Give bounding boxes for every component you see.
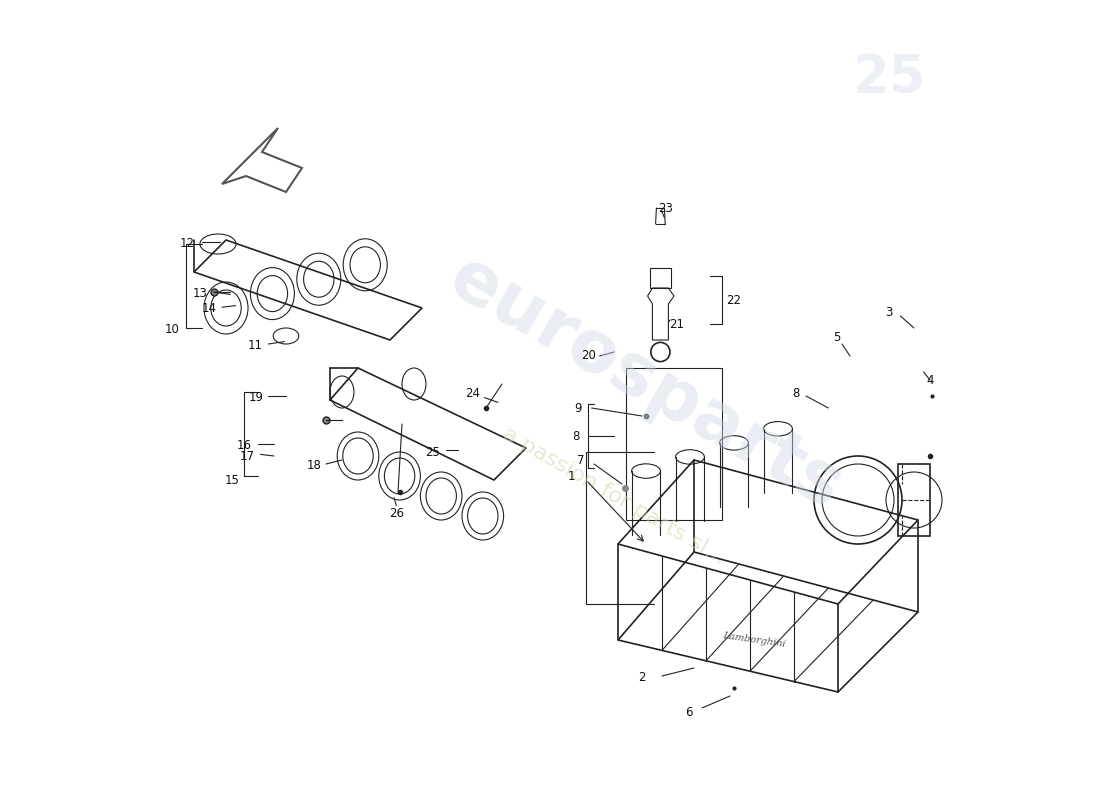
Text: 25: 25 bbox=[852, 52, 926, 104]
Text: 24: 24 bbox=[465, 387, 480, 400]
Text: 17: 17 bbox=[240, 450, 255, 462]
Bar bbox=[626, 368, 722, 520]
Text: 4: 4 bbox=[926, 374, 934, 386]
Text: 15: 15 bbox=[226, 474, 240, 486]
Text: Lamborghini: Lamborghini bbox=[722, 631, 786, 649]
Text: 25: 25 bbox=[425, 446, 440, 458]
Text: 11: 11 bbox=[249, 339, 263, 352]
Text: 9: 9 bbox=[574, 402, 582, 414]
Text: 12: 12 bbox=[180, 237, 195, 250]
Text: 1: 1 bbox=[568, 470, 575, 482]
Text: 8: 8 bbox=[792, 387, 800, 400]
Text: 6: 6 bbox=[684, 706, 692, 718]
Text: 10: 10 bbox=[165, 323, 179, 336]
Text: 22: 22 bbox=[726, 294, 741, 306]
Text: eurosparts: eurosparts bbox=[437, 243, 855, 525]
Text: 20: 20 bbox=[581, 350, 596, 362]
Text: 14: 14 bbox=[201, 302, 217, 315]
Text: 8: 8 bbox=[572, 430, 580, 442]
Text: 5: 5 bbox=[833, 331, 840, 344]
Text: 3: 3 bbox=[886, 306, 893, 318]
Text: 21: 21 bbox=[669, 318, 684, 330]
Text: 2: 2 bbox=[638, 671, 646, 684]
Text: 26: 26 bbox=[389, 507, 404, 520]
Text: 16: 16 bbox=[236, 439, 252, 452]
Text: a passion for parts sl...: a passion for parts sl... bbox=[499, 424, 729, 568]
Text: 19: 19 bbox=[249, 391, 264, 404]
Text: 13: 13 bbox=[192, 287, 208, 300]
Text: 23: 23 bbox=[659, 202, 673, 214]
Text: 7: 7 bbox=[576, 454, 584, 466]
Text: 18: 18 bbox=[307, 459, 321, 472]
